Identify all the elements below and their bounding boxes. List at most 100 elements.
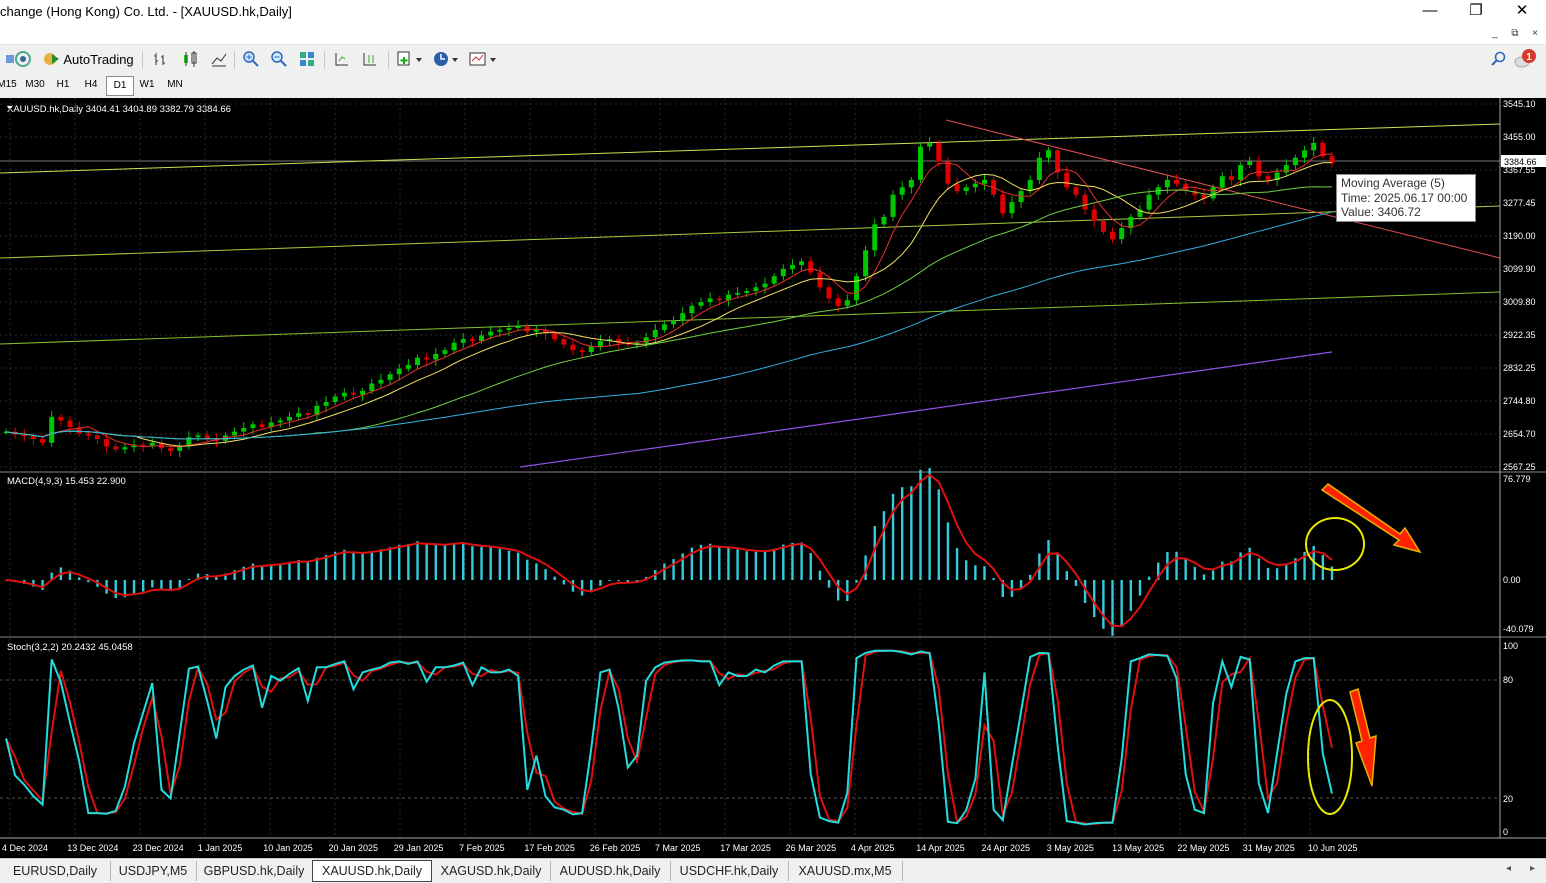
tab-audusd-daily[interactable]: AUDUSD.hk,Daily: [550, 861, 671, 881]
candle-body[interactable]: [76, 427, 82, 434]
candle-body[interactable]: [424, 357, 430, 360]
candle-body[interactable]: [360, 390, 366, 395]
candle-body[interactable]: [789, 265, 795, 269]
candle-body[interactable]: [351, 392, 357, 395]
candle-body[interactable]: [387, 374, 393, 380]
tab-eurusd-daily[interactable]: EURUSD,Daily: [0, 861, 111, 881]
candle-body[interactable]: [1082, 194, 1088, 210]
candle-body[interactable]: [131, 444, 137, 448]
candle-body[interactable]: [671, 320, 677, 325]
tabs-scroll-right-icon[interactable]: ▸: [1530, 863, 1536, 874]
candle-body[interactable]: [415, 357, 421, 366]
timeframe-h1[interactable]: H1: [56, 79, 70, 90]
candle-body[interactable]: [104, 439, 110, 447]
candle-body[interactable]: [1320, 142, 1326, 157]
candle-body[interactable]: [314, 405, 320, 416]
candle-body[interactable]: [1036, 157, 1042, 180]
indicators-icon[interactable]: [394, 49, 426, 69]
chart-shift-icon[interactable]: [330, 49, 352, 69]
candle-body[interactable]: [853, 276, 859, 301]
candle-body[interactable]: [963, 187, 969, 192]
candle-body[interactable]: [1219, 176, 1225, 188]
candle-body[interactable]: [799, 261, 805, 266]
tile-windows-icon[interactable]: [296, 49, 318, 69]
candle-body[interactable]: [204, 435, 210, 440]
candle-body[interactable]: [1000, 194, 1006, 214]
candle-body[interactable]: [186, 437, 192, 447]
moving-average-line[interactable]: [5, 153, 1333, 448]
candlestick-icon[interactable]: [179, 49, 201, 69]
candle-body[interactable]: [1302, 150, 1308, 158]
candle-body[interactable]: [1055, 150, 1061, 173]
minimize-button[interactable]: —: [1422, 2, 1438, 19]
candle-body[interactable]: [460, 339, 466, 343]
periods-icon[interactable]: [430, 49, 462, 69]
candle-body[interactable]: [30, 436, 36, 440]
candle-body[interactable]: [543, 329, 549, 334]
chart-canvas[interactable]: XAUUSD.hk,Daily 3404.41 3404.89 3382.79 …: [0, 98, 1546, 858]
candle-body[interactable]: [94, 435, 100, 440]
candle-body[interactable]: [817, 272, 823, 288]
candle-body[interactable]: [1265, 176, 1271, 180]
candle-body[interactable]: [21, 434, 27, 437]
candle-body[interactable]: [488, 331, 494, 336]
candle-body[interactable]: [1164, 179, 1170, 188]
zoom-out-icon[interactable]: [268, 49, 290, 69]
child-close-icon[interactable]: ×: [1532, 28, 1538, 39]
candle-body[interactable]: [707, 298, 713, 303]
trend-line[interactable]: [0, 291, 1501, 345]
candle-body[interactable]: [890, 194, 896, 217]
candle-body[interactable]: [680, 313, 686, 321]
candle-body[interactable]: [826, 287, 832, 299]
chart-area[interactable]: XAUUSD.hk,Daily 3404.41 3404.89 3382.79 …: [0, 98, 1546, 858]
signal-icon[interactable]: [12, 49, 34, 69]
candle-body[interactable]: [643, 337, 649, 343]
timeframe-h4[interactable]: H4: [84, 79, 98, 90]
candle-body[interactable]: [40, 439, 46, 443]
candle-body[interactable]: [1292, 157, 1298, 166]
candle-body[interactable]: [1110, 231, 1116, 240]
candle-body[interactable]: [981, 179, 987, 184]
candle-body[interactable]: [433, 353, 439, 360]
candle-body[interactable]: [533, 329, 539, 332]
timeframe-w1[interactable]: W1: [139, 79, 155, 90]
candle-body[interactable]: [168, 448, 174, 451]
candle-body[interactable]: [1174, 179, 1180, 184]
tab-xauusd-daily[interactable]: XAUUSD.hk,Daily: [312, 860, 432, 882]
candle-body[interactable]: [140, 444, 146, 447]
candle-body[interactable]: [286, 416, 292, 421]
candle-body[interactable]: [332, 396, 338, 403]
maximize-button[interactable]: ❐: [1469, 2, 1483, 19]
candle-body[interactable]: [744, 290, 750, 293]
timeframe-d1[interactable]: D1: [106, 76, 134, 96]
child-minimize-icon[interactable]: _: [1492, 28, 1498, 39]
candle-body[interactable]: [149, 442, 155, 446]
timeframe-m30[interactable]: M30: [25, 79, 45, 90]
candle-body[interactable]: [634, 342, 640, 345]
candle-body[interactable]: [835, 298, 841, 306]
candle-body[interactable]: [378, 379, 384, 384]
candle-body[interactable]: [579, 350, 585, 353]
candle-body[interactable]: [268, 422, 274, 428]
candle-body[interactable]: [497, 329, 503, 332]
candle-body[interactable]: [515, 326, 521, 329]
timeframe-mn[interactable]: MN: [167, 79, 183, 90]
candle-body[interactable]: [1119, 228, 1125, 240]
candle-body[interactable]: [1137, 209, 1143, 217]
candle-body[interactable]: [661, 324, 667, 330]
zoom-in-icon[interactable]: [240, 49, 262, 69]
candle-body[interactable]: [936, 142, 942, 162]
candle-body[interactable]: [113, 446, 119, 450]
candle-body[interactable]: [524, 326, 530, 332]
candle-body[interactable]: [1091, 209, 1097, 221]
candle-body[interactable]: [85, 433, 91, 436]
candle-body[interactable]: [405, 365, 411, 369]
candle-body[interactable]: [177, 446, 183, 451]
candle-body[interactable]: [917, 146, 923, 180]
candle-body[interactable]: [58, 416, 64, 421]
candle-body[interactable]: [3, 431, 9, 434]
candle-body[interactable]: [1247, 161, 1253, 166]
candle-body[interactable]: [972, 183, 978, 188]
tab-usdjpy-m5[interactable]: USDJPY,M5: [110, 861, 197, 881]
candle-body[interactable]: [1146, 194, 1152, 210]
